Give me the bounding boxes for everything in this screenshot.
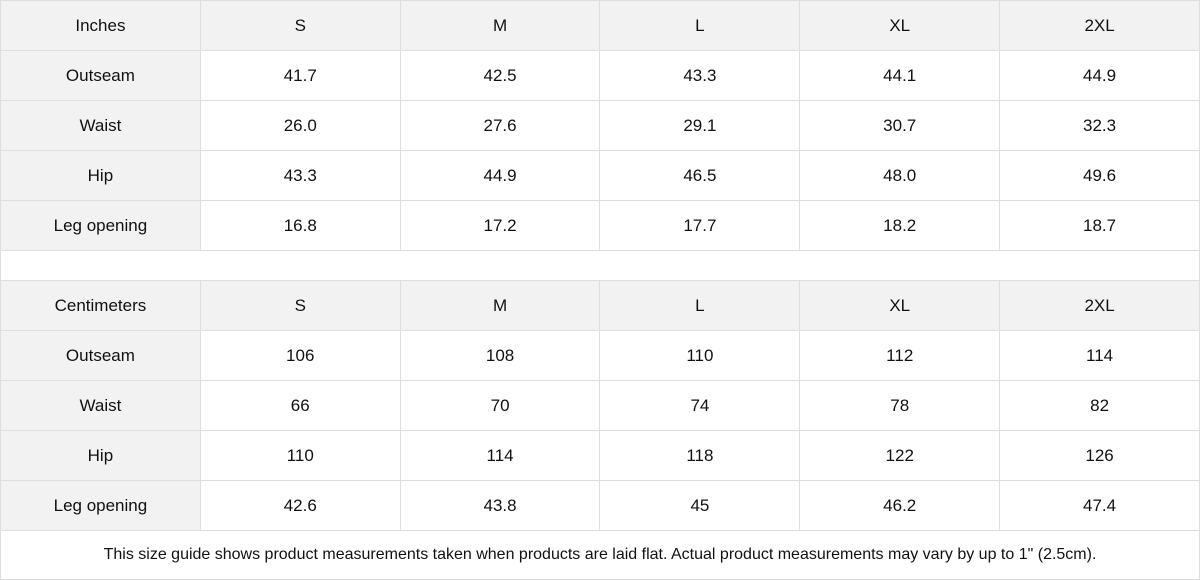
table-row: Hip 43.3 44.9 46.5 48.0 49.6 [0,150,1200,201]
spacer-cell [0,250,1200,281]
measurement-value: 49.6 [999,150,1200,201]
size-header: S [199,0,401,51]
measurement-value: 66 [199,380,401,431]
measurement-value: 27.6 [399,100,601,151]
measurement-value: 18.7 [999,200,1200,251]
note-row: This size guide shows product measuremen… [0,530,1200,580]
table-row: Outseam 106 108 110 112 114 [0,330,1200,381]
header-row: Inches S M L XL 2XL [0,0,1200,51]
measurement-value: 42.6 [199,480,401,531]
measurement-value: 110 [599,330,801,381]
table-row: Waist 66 70 74 78 82 [0,380,1200,431]
measurement-label: Hip [0,430,201,481]
measurement-value: 118 [599,430,801,481]
measurement-value: 126 [999,430,1200,481]
measurement-value: 45 [599,480,801,531]
table-row: Leg opening 42.6 43.8 45 46.2 47.4 [0,480,1200,531]
measurement-value: 18.2 [799,200,1001,251]
measurement-value: 43.3 [199,150,401,201]
measurement-value: 108 [399,330,601,381]
measurement-value: 30.7 [799,100,1001,151]
measurement-value: 44.1 [799,50,1001,101]
measurement-value: 78 [799,380,1001,431]
measurement-value: 110 [199,430,401,481]
measurement-value: 44.9 [399,150,601,201]
measurement-value: 17.2 [399,200,601,251]
measurement-value: 26.0 [199,100,401,151]
measurement-value: 114 [999,330,1200,381]
measurement-label: Outseam [0,330,201,381]
measurement-value: 114 [399,430,601,481]
measurement-value: 43.8 [399,480,601,531]
measurement-value: 29.1 [599,100,801,151]
measurement-label: Leg opening [0,200,201,251]
measurement-value: 70 [399,380,601,431]
measurement-label: Hip [0,150,201,201]
spacer-row [0,250,1200,281]
measurement-label: Waist [0,380,201,431]
measurement-value: 46.5 [599,150,801,201]
size-header: XL [799,280,1001,331]
measurement-label: Waist [0,100,201,151]
size-header: 2XL [999,0,1200,51]
measurement-value: 122 [799,430,1001,481]
measurement-value: 48.0 [799,150,1001,201]
measurement-value: 41.7 [199,50,401,101]
measurement-label: Outseam [0,50,201,101]
size-header: 2XL [999,280,1200,331]
measurement-value: 112 [799,330,1001,381]
measurement-value: 44.9 [999,50,1200,101]
size-header: XL [799,0,1001,51]
measurement-value: 46.2 [799,480,1001,531]
measurement-value: 74 [599,380,801,431]
table-row: Outseam 41.7 42.5 43.3 44.1 44.9 [0,50,1200,101]
measurement-value: 106 [199,330,401,381]
measurement-value: 42.5 [399,50,601,101]
measurement-value: 47.4 [999,480,1200,531]
unit-label: Inches [0,0,201,51]
size-header: L [599,0,801,51]
size-header: L [599,280,801,331]
size-header: S [199,280,401,331]
measurement-value: 17.7 [599,200,801,251]
measurement-value: 32.3 [999,100,1200,151]
table-row: Hip 110 114 118 122 126 [0,430,1200,481]
measurement-value: 16.8 [199,200,401,251]
table-row: Leg opening 16.8 17.2 17.7 18.2 18.7 [0,200,1200,251]
header-row: Centimeters S M L XL 2XL [0,280,1200,331]
measurement-value: 82 [999,380,1200,431]
unit-label: Centimeters [0,280,201,331]
size-header: M [399,0,601,51]
measurement-value: 43.3 [599,50,801,101]
size-guide-note: This size guide shows product measuremen… [0,530,1200,580]
table-row: Waist 26.0 27.6 29.1 30.7 32.3 [0,100,1200,151]
measurement-label: Leg opening [0,480,201,531]
size-header: M [399,280,601,331]
